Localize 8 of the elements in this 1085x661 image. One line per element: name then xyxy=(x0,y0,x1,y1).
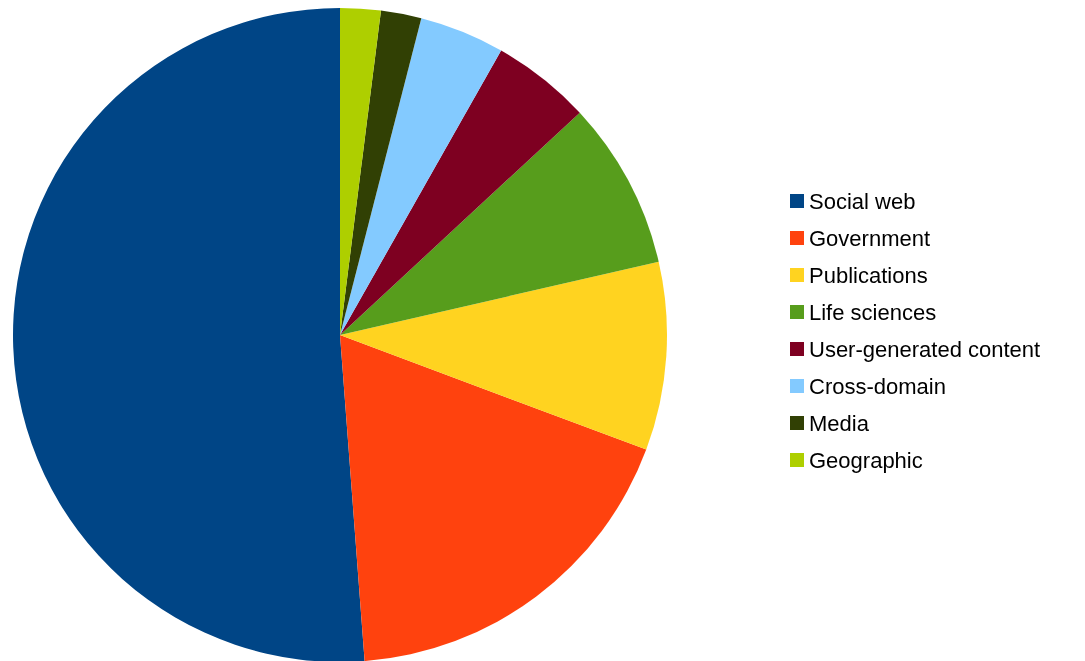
legend-label: Cross-domain xyxy=(809,373,946,399)
legend-label: Media xyxy=(809,410,870,436)
legend-label: Social web xyxy=(809,188,916,214)
legend-label: Geographic xyxy=(809,447,923,473)
legend-label: Publications xyxy=(809,262,928,288)
legend-label: Government xyxy=(809,225,931,251)
legend-label: Life sciences xyxy=(809,299,937,325)
legend-label: User-generated content xyxy=(809,336,1041,362)
